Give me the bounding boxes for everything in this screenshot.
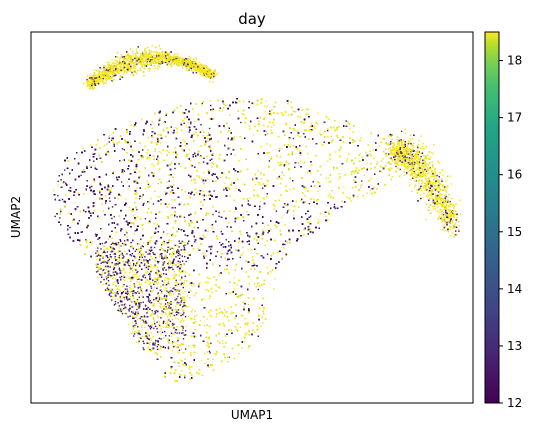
colorbar-tick-label: 18 — [507, 54, 522, 68]
x-axis-label: UMAP1 — [231, 408, 273, 422]
y-axis-label: UMAP2 — [9, 196, 23, 238]
chart-title: day — [238, 10, 266, 28]
colorbar-tick-label: 14 — [507, 282, 522, 296]
colorbar-tick-label: 13 — [507, 339, 522, 353]
colorbar — [484, 31, 500, 404]
colorbar-tick-label: 16 — [507, 168, 522, 182]
plot-frame — [30, 31, 474, 404]
scatter-points — [52, 45, 461, 382]
colorbar-tick-label: 12 — [507, 396, 522, 410]
colorbar-tick-label: 15 — [507, 225, 522, 239]
colorbar-tick-label: 17 — [507, 111, 522, 125]
colorbar-ticks: 12 13 14 15 16 17 18 — [499, 54, 522, 410]
